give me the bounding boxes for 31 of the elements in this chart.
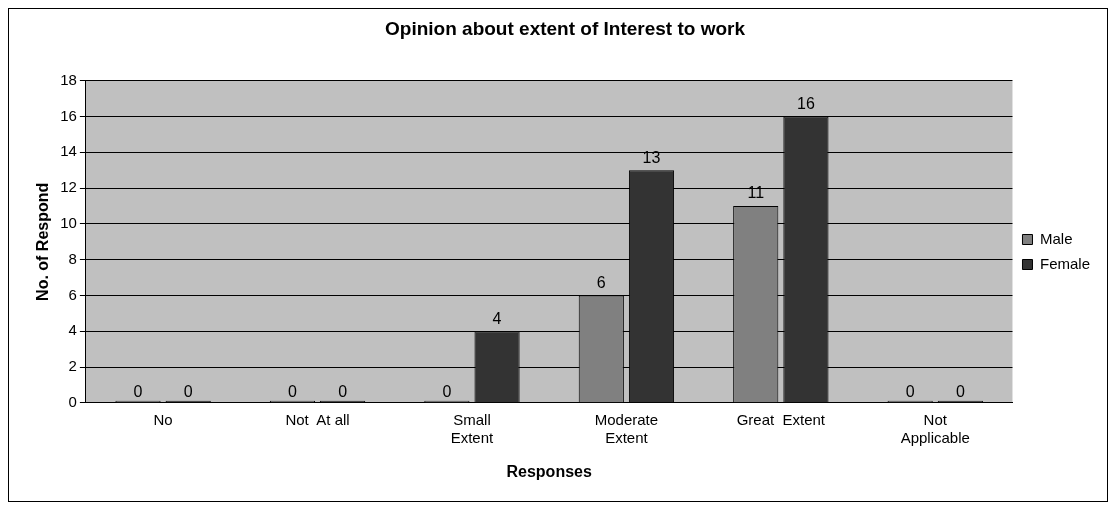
y-tick-label: 4 bbox=[68, 321, 77, 339]
data-label: 6 bbox=[596, 273, 606, 291]
data-label: 16 bbox=[797, 94, 815, 112]
y-tick-label: 12 bbox=[60, 178, 77, 196]
data-label: 0 bbox=[442, 383, 452, 401]
data-label: 0 bbox=[905, 383, 915, 401]
x-tick-label: Not At all bbox=[285, 410, 350, 428]
data-label: 0 bbox=[955, 383, 965, 401]
y-axis-title: No. of Respond bbox=[34, 182, 52, 301]
x-tick-label: Small Extent bbox=[450, 410, 495, 446]
legend-label: Male bbox=[1039, 229, 1073, 247]
y-tick-label: 14 bbox=[60, 142, 77, 160]
data-label: 0 bbox=[338, 383, 348, 401]
legend-label: Female bbox=[1039, 254, 1091, 272]
data-label: 4 bbox=[492, 309, 502, 327]
data-label: 0 bbox=[287, 383, 297, 401]
x-axis-title: Responses bbox=[506, 462, 592, 480]
chart-title: Opinion about extent of Interest to work bbox=[385, 17, 746, 39]
y-tick-label: 0 bbox=[68, 392, 77, 410]
y-tick-label: 16 bbox=[60, 106, 77, 124]
y-tick-label: 8 bbox=[68, 249, 77, 267]
data-label: 0 bbox=[133, 383, 143, 401]
y-tick-label: 6 bbox=[68, 285, 77, 303]
y-tick-label: 10 bbox=[60, 214, 77, 232]
data-label: 0 bbox=[183, 383, 193, 401]
x-tick-label: Moderate Extent bbox=[594, 410, 659, 446]
y-tick-label: 18 bbox=[60, 70, 77, 88]
x-tick-label: Not Applicable bbox=[900, 410, 970, 446]
x-tick-label: Great Extent bbox=[736, 410, 826, 428]
y-tick-label: 2 bbox=[68, 357, 77, 375]
x-tick-label: No bbox=[153, 410, 173, 428]
